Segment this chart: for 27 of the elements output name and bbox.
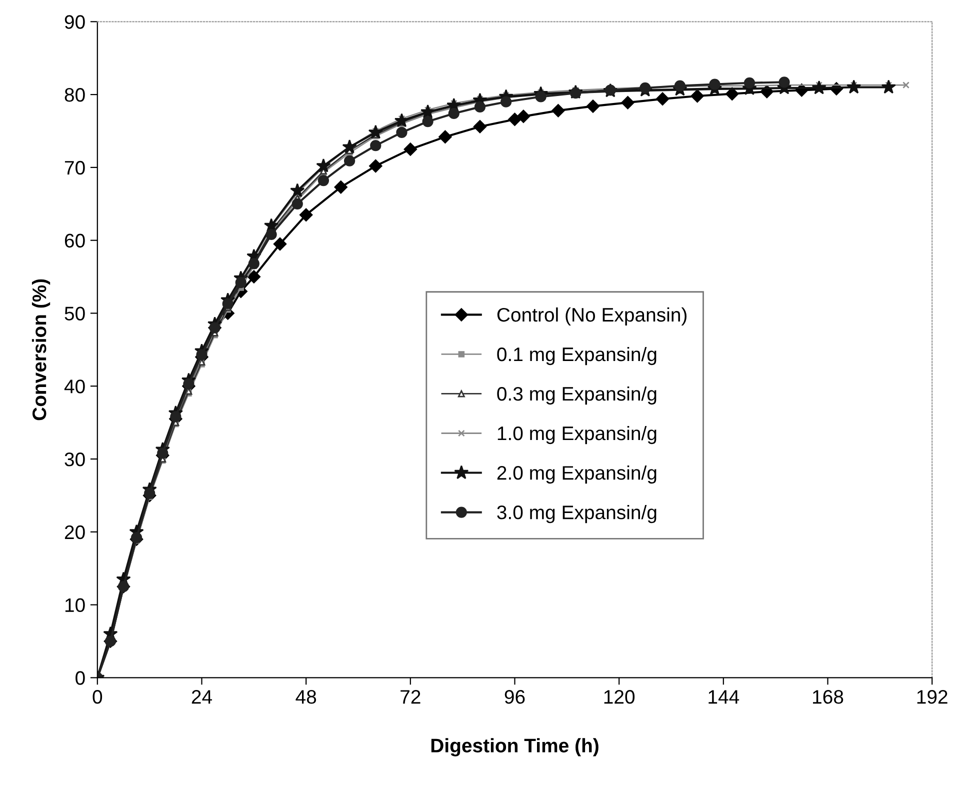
legend-label: 1.0 mg Expansin/g — [498, 426, 656, 444]
legend-label: 0.3 mg Expansin/g — [497, 386, 656, 405]
y-tick-label: 20 — [64, 525, 85, 540]
y-tick-label: 50 — [64, 306, 85, 320]
x-tick-label: 192 — [917, 690, 948, 704]
x-tick-label: 24 — [192, 690, 212, 704]
legend-label: 2.0 mg Expansin/g — [497, 465, 656, 484]
y-tick-label: 40 — [64, 380, 85, 394]
y-tick-label: 80 — [64, 88, 85, 102]
y-axis-title: Conversion (%) — [32, 279, 50, 420]
x-axis-title: Digestion Time (h) — [431, 738, 598, 756]
x-tick-label: 72 — [400, 690, 420, 704]
y-tick-label: 0 — [76, 671, 85, 685]
y-tick-label: 70 — [64, 160, 85, 175]
y-tick-label: 90 — [64, 15, 85, 29]
legend-label: 3.0 mg Expansin/g — [497, 505, 656, 524]
x-tick-label: 96 — [504, 690, 525, 704]
y-tick-label: 10 — [65, 598, 85, 612]
x-tick-label: 120 — [604, 690, 635, 704]
y-tick-label: 30 — [64, 452, 85, 466]
x-tick-label: 48 — [296, 690, 316, 704]
legend-label: Control (No Expansin) — [497, 307, 686, 326]
legend-label: 0.1 mg Expansin/g — [497, 346, 656, 366]
x-tick-label: 144 — [708, 690, 740, 704]
x-tick-label: 0 — [92, 690, 102, 704]
y-tick-label: 60 — [64, 234, 85, 248]
x-tick-label: 168 — [813, 690, 844, 704]
